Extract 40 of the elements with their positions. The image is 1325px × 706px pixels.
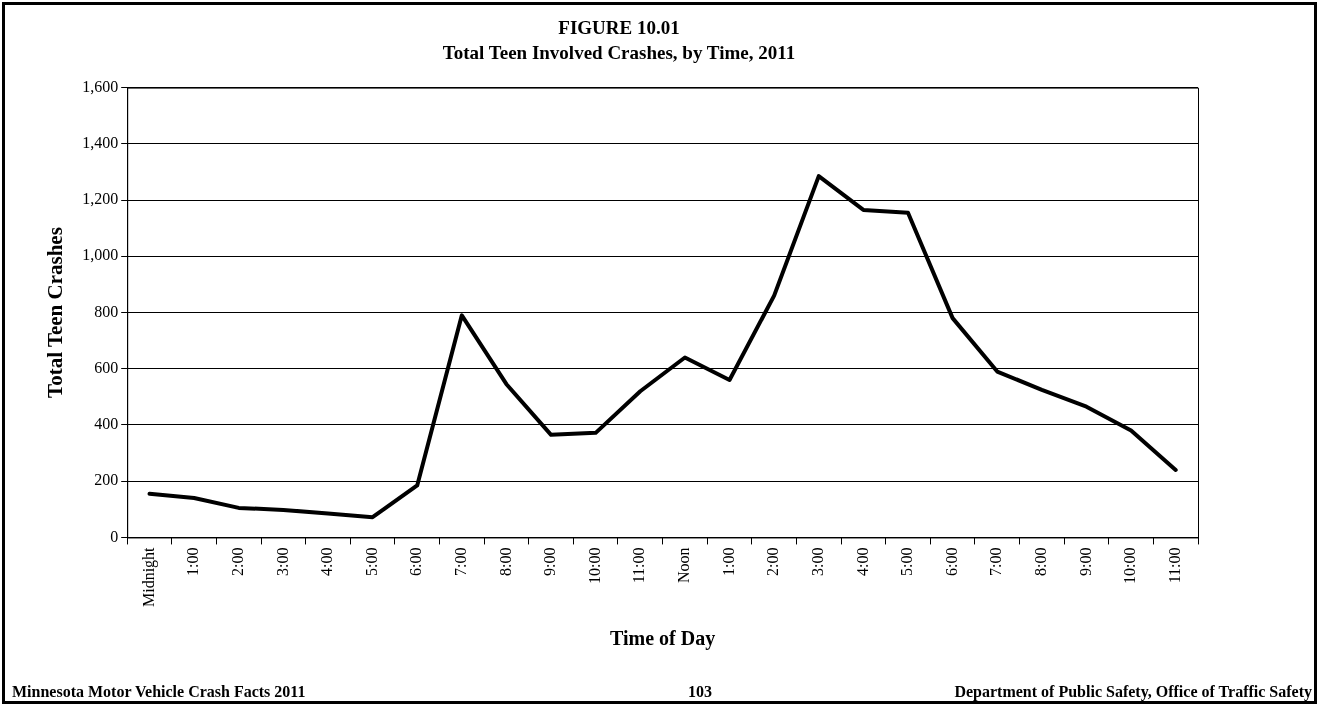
x-tick-label: Midnight xyxy=(139,546,158,607)
x-tick-label: 1:00 xyxy=(184,547,202,576)
x-tick-label: 7:00 xyxy=(987,547,1005,576)
text: 103 xyxy=(688,683,712,700)
x-tick-label: 2:00 xyxy=(764,547,782,576)
chart-title: FIGURE 10.01 xyxy=(558,17,680,39)
text: Department of Public Safety, Office of Traffic Safety xyxy=(954,683,1312,701)
text: Minnesota Motor Vehicle Crash Facts 2011 xyxy=(12,683,306,700)
x-tick-label: 6:00 xyxy=(942,547,960,576)
y-tick-label: 200 xyxy=(94,471,119,489)
y-tick-label: 1,400 xyxy=(82,134,119,152)
x-tick-label: 8:00 xyxy=(1032,547,1050,576)
x-tick-label: 3:00 xyxy=(273,547,291,576)
x-tick-label: 5:00 xyxy=(898,547,916,576)
y-tick-label: 800 xyxy=(94,302,119,320)
x-tick-label: 7:00 xyxy=(452,547,470,576)
x-tick-label: 10:00 xyxy=(585,547,603,584)
x-tick-label: 5:00 xyxy=(362,547,380,576)
x-tick-label: 4:00 xyxy=(853,547,871,576)
x-tick-label: 2:00 xyxy=(228,547,246,576)
y-tick-label: 1,000 xyxy=(82,246,119,264)
chart-subtitle: Total Teen Involved Crashes, by Time, 2011 xyxy=(442,42,796,64)
x-tick-label: 11:00 xyxy=(630,547,648,584)
x-axis-title: Time of Day xyxy=(610,627,716,651)
x-tick-label: 4:00 xyxy=(318,547,336,576)
x-tick-label: 8:00 xyxy=(496,547,514,576)
x-tick-label: 10:00 xyxy=(1121,547,1139,584)
x-tick-label: 6:00 xyxy=(407,547,425,576)
x-tick-label: 3:00 xyxy=(808,547,826,576)
x-tick-label: 1:00 xyxy=(719,547,737,576)
x-tick-label: 11:00 xyxy=(1165,547,1183,584)
y-tick-label: 600 xyxy=(94,358,119,376)
y-tick-label: 0 xyxy=(110,527,119,545)
y-tick-label: 400 xyxy=(94,415,119,433)
x-tick-label: 9:00 xyxy=(1076,547,1094,576)
x-tick-label: Noon xyxy=(675,547,693,583)
y-tick-label: 1,600 xyxy=(82,77,119,95)
y-tick-label: 1,200 xyxy=(82,190,119,208)
x-tick-label: 9:00 xyxy=(541,547,559,576)
y-axis-title: Total Teen Crashes xyxy=(43,227,68,398)
